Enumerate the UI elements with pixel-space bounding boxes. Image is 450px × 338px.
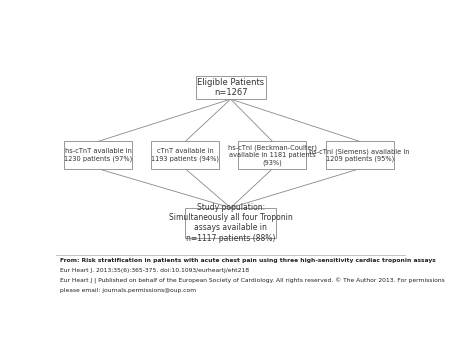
Text: Study population:
Simultaneously all four Troponin
assays available in
n=1117 pa: Study population: Simultaneously all fou… — [169, 203, 292, 243]
FancyBboxPatch shape — [196, 76, 266, 99]
Text: hs-cTnI (Siemens) available in
1209 patients (95%): hs-cTnI (Siemens) available in 1209 pati… — [310, 148, 410, 162]
Text: hs-cTnI (Beckman-Coulter)
available in 1181 patients
(93%): hs-cTnI (Beckman-Coulter) available in 1… — [228, 145, 317, 166]
Text: Eligible Patients
n=1267: Eligible Patients n=1267 — [197, 78, 264, 97]
FancyBboxPatch shape — [238, 141, 306, 169]
Text: cTnT available in
1193 patients (94%): cTnT available in 1193 patients (94%) — [151, 148, 219, 162]
Text: From: Risk stratification in patients with acute chest pain using three high-sen: From: Risk stratification in patients wi… — [60, 258, 436, 263]
FancyBboxPatch shape — [151, 141, 219, 169]
Text: hs-cTnT available in
1230 patients (97%): hs-cTnT available in 1230 patients (97%) — [64, 148, 132, 162]
Text: Eur Heart J. 2013;35(6):365-375. doi:10.1093/eurheartj/eht218: Eur Heart J. 2013;35(6):365-375. doi:10.… — [60, 268, 249, 273]
Text: Eur Heart J | Published on behalf of the European Society of Cardiology. All rig: Eur Heart J | Published on behalf of the… — [60, 277, 445, 284]
Text: please email: journals.permissions@oup.com: please email: journals.permissions@oup.c… — [60, 288, 196, 293]
FancyBboxPatch shape — [185, 208, 276, 238]
FancyBboxPatch shape — [64, 141, 132, 169]
FancyBboxPatch shape — [326, 141, 394, 169]
